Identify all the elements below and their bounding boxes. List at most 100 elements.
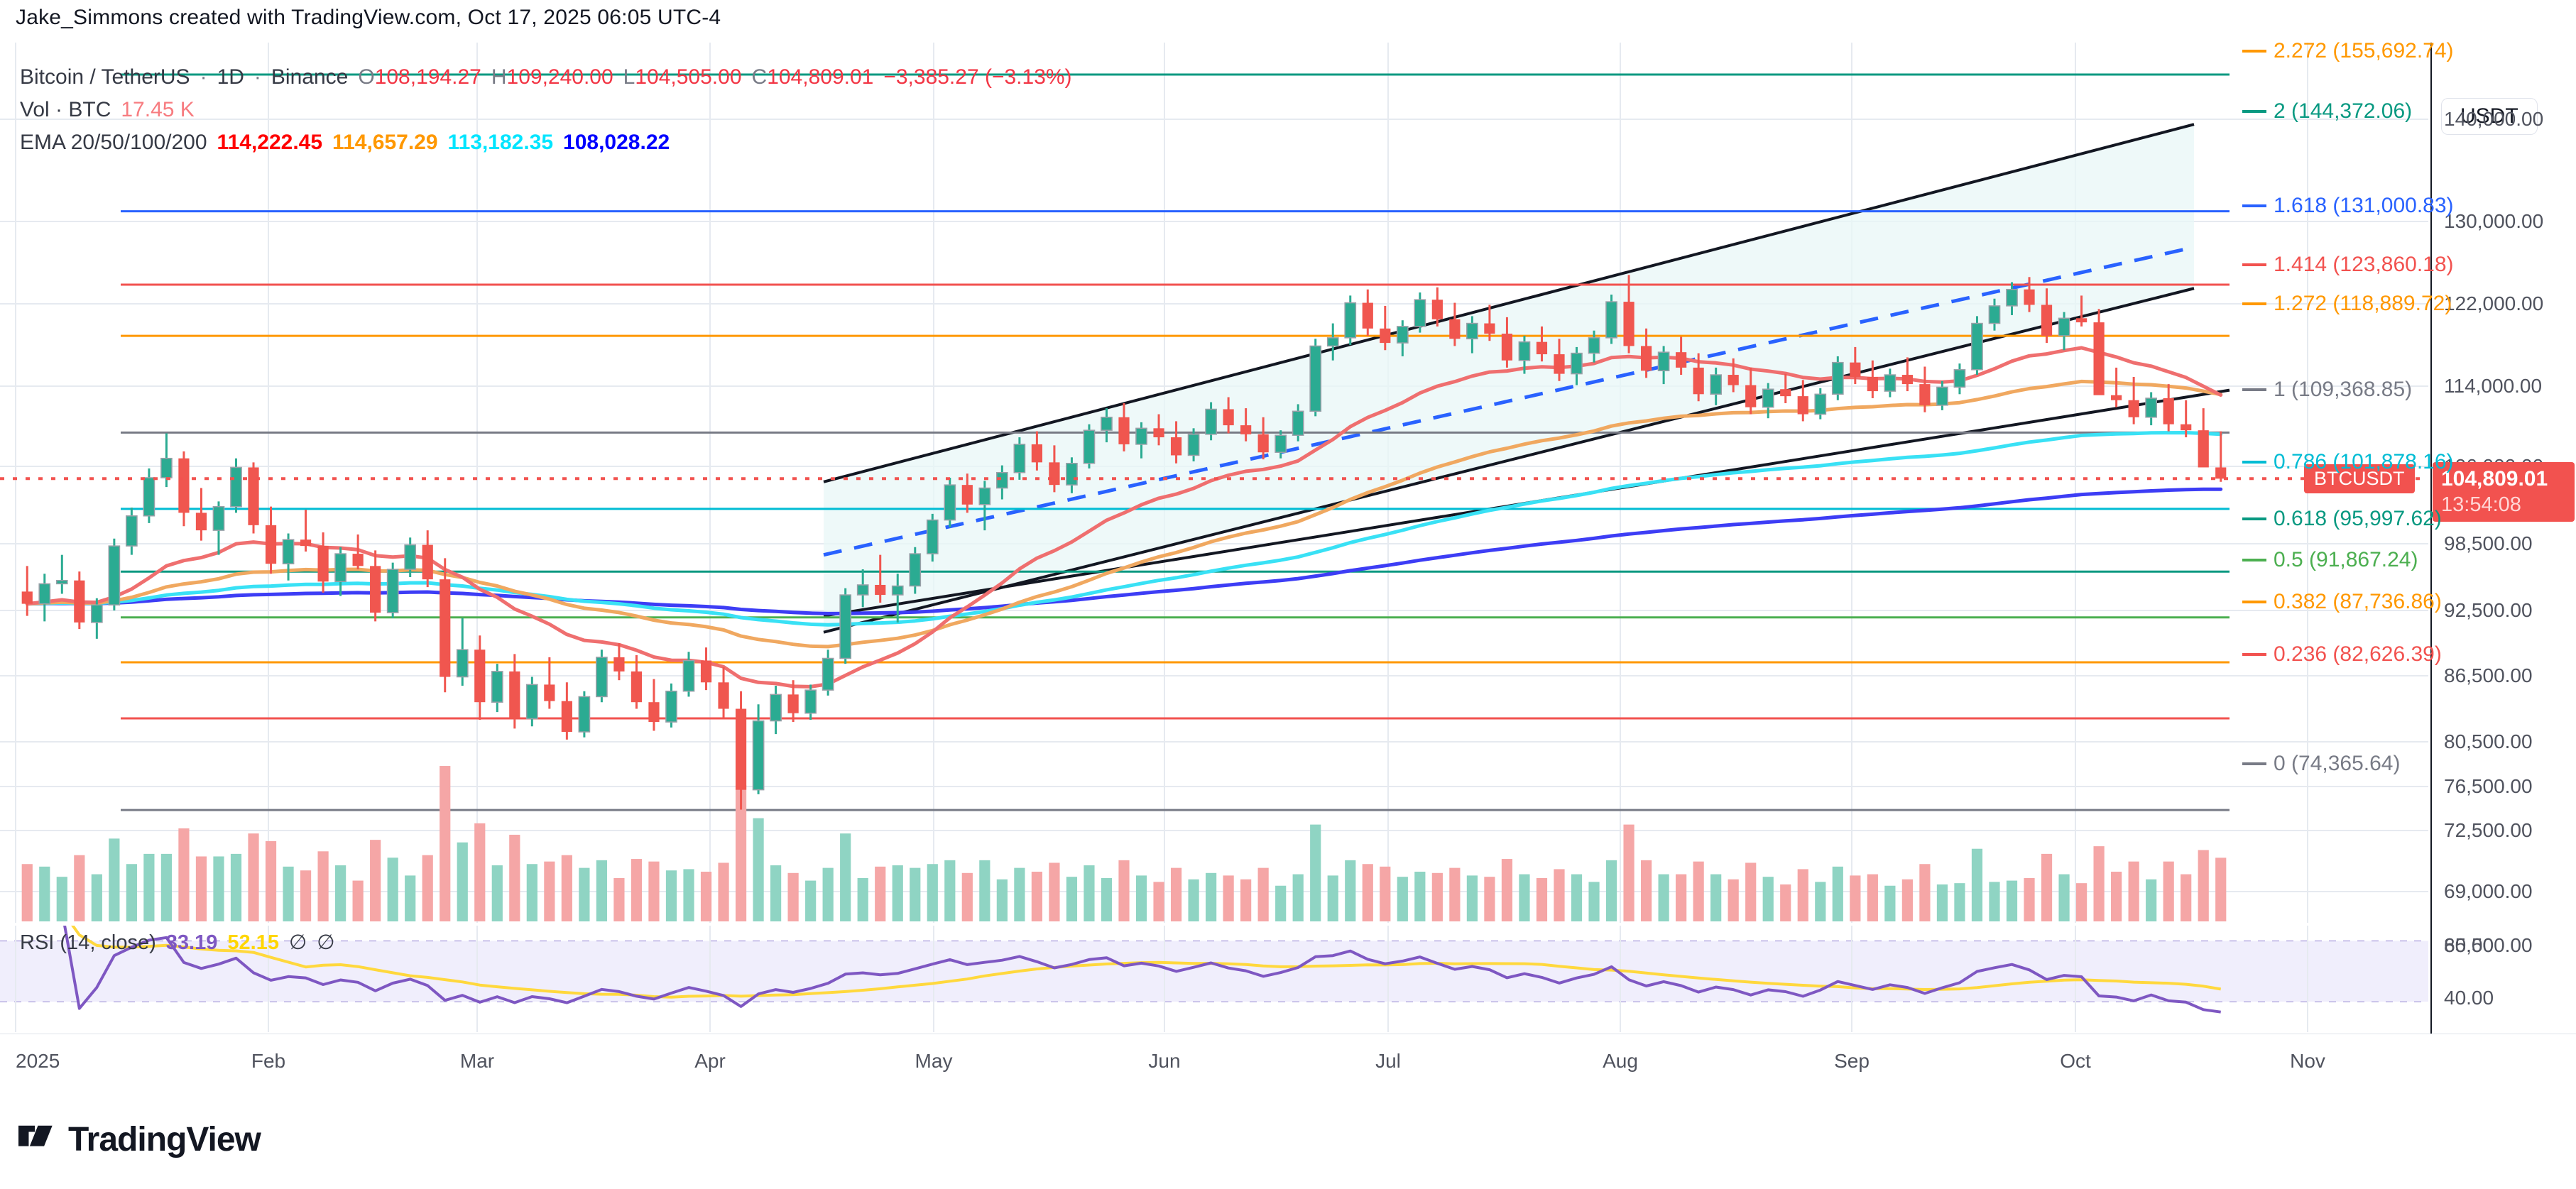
price-axis-label: 80,500.00 [2444, 730, 2533, 752]
fibonacci-labels: 2.272 (155,692.74) 2 (144,372.06) 1.618 (1… [2230, 39, 2454, 923]
ohlc-low: L104,505.00 [623, 65, 742, 89]
fibonacci-level-marker [2242, 601, 2266, 603]
interval-label[interactable]: 1D [217, 65, 244, 89]
time-axis[interactable]: 2025 Feb Mar Apr May Jun Jul Aug Sep Oct Nov [0, 1034, 2576, 1083]
rsi-chart-pane[interactable] [0, 926, 2428, 1032]
fibonacci-level-label: 0.786 (101,878.16) [2274, 450, 2454, 473]
price-axis-label: 65,500.00 [2444, 934, 2533, 956]
legend-separator-2: · [253, 65, 261, 89]
axis-separator [2430, 43, 2432, 1034]
ema200-value: 108,028.22 [563, 131, 670, 154]
fibonacci-level-label: 1.272 (118,889.72) [2274, 292, 2452, 315]
price-axis-label: 69,000.00 [2444, 880, 2533, 902]
fibonacci-level-marker [2242, 653, 2266, 656]
currency-chip[interactable]: USDT [2441, 98, 2538, 135]
ohlc-high: H109,240.00 [491, 65, 613, 89]
fibonacci-level-label: 2.272 (155,692.74) [2274, 39, 2454, 62]
ohlc-high-value: 109,240.00 [506, 65, 613, 89]
ema50-value: 114,657.29 [332, 131, 438, 154]
price-axis-label: 122,000.00 [2444, 292, 2544, 314]
price-axis-label: 92,500.00 [2444, 599, 2533, 621]
fibonacci-level-label: 0 (74,365.64) [2274, 752, 2401, 775]
tradingview-mark-icon [18, 1125, 53, 1146]
time-axis-label: Jun [1148, 1050, 1181, 1072]
ohlc-close: C104,809.01 [751, 65, 874, 89]
legend-row-rsi[interactable]: RSI (14, close) 33.19 52.15 ∅ ∅ [20, 928, 334, 957]
rsi-plot [0, 926, 2428, 1032]
rsi-empty-icon-2: ∅ [317, 931, 335, 954]
time-axis-label: Feb [251, 1050, 286, 1072]
symbol-name[interactable]: Bitcoin / TetherUS [20, 65, 190, 89]
time-axis-label: Oct [2060, 1050, 2091, 1072]
ohlc-open: O108,194.27 [358, 65, 481, 89]
legend-separator-1: · [200, 65, 207, 89]
chart-legend: Bitcoin / TetherUS · 1D · Binance O108,1… [20, 61, 1072, 159]
legend-row-ema[interactable]: EMA 20/50/100/200 114,222.45 114,657.29 … [20, 126, 1072, 159]
price-axis-label: 140,000.00 [2444, 108, 2544, 130]
current-price-value: 104,809.01 [2441, 467, 2548, 491]
volume-value: 17.45 K [121, 98, 195, 121]
rsi-axis-label: 40.00 [2444, 987, 2494, 1009]
fibonacci-level-label: 2 (144,372.06) [2274, 99, 2413, 123]
price-axis-label: 86,500.00 [2444, 664, 2533, 686]
fibonacci-level-label: 0.236 (82,626.39) [2274, 642, 2442, 666]
rsi-empty-icon-1: ∅ [288, 931, 307, 954]
price-axis-label: 130,000.00 [2444, 210, 2544, 232]
price-axis-label: 114,000.00 [2444, 375, 2543, 397]
rsi-label: RSI (14, close) [20, 931, 156, 954]
price-axis-label: 72,500.00 [2444, 819, 2533, 841]
rsi-axis-label: 80.00 [2444, 934, 2494, 956]
countdown-timer: 13:54:08 [2441, 493, 2521, 516]
time-axis-label: May [915, 1050, 953, 1072]
fibonacci-level-label: 0.382 (87,736.86) [2274, 590, 2442, 613]
fibonacci-level-label: 1.618 (131,000.83) [2274, 194, 2454, 217]
fibonacci-level-marker [2242, 461, 2266, 464]
ema100-value: 113,182.35 [447, 131, 554, 154]
time-axis-label: Mar [459, 1050, 495, 1072]
fibonacci-level-label: 1 (109,368.85) [2274, 378, 2413, 401]
time-axis-label: Sep [1834, 1050, 1870, 1072]
ohlc-open-value: 108,194.27 [374, 65, 481, 89]
attribution-text: Jake_Simmons created with TradingView.co… [16, 6, 721, 29]
price-axis-label: 98,500.00 [2444, 532, 2533, 554]
rsi-legend: RSI (14, close) 33.19 52.15 ∅ ∅ [20, 928, 334, 957]
time-axis-label: Jul [1375, 1050, 1401, 1072]
price-chart-pane[interactable] [0, 43, 2428, 923]
exchange-label[interactable]: Binance [271, 65, 349, 89]
ema20-value: 114,222.45 [217, 131, 323, 154]
rsi-axis[interactable]: 80.00 40.00 [2431, 926, 2576, 1032]
current-price-tag: 104,809.01 13:54:08 [2433, 462, 2575, 522]
tradingview-logo: TradingView [18, 1120, 261, 1159]
time-axis-label: 2025 [16, 1050, 60, 1072]
fibonacci-level-marker [2242, 50, 2266, 53]
legend-row-volume[interactable]: Vol · BTC 17.45 K [20, 94, 1072, 126]
fibonacci-level-marker [2242, 388, 2266, 391]
time-axis-label: Nov [2290, 1050, 2325, 1072]
ohlc-change: −3,385.27 (−3.13%) [883, 65, 1072, 89]
price-plot [0, 43, 2428, 923]
time-axis-label: Aug [1603, 1050, 1638, 1072]
fibonacci-level-marker [2242, 204, 2266, 207]
legend-row-symbol[interactable]: Bitcoin / TetherUS · 1D · Binance O108,1… [20, 61, 1072, 94]
fibonacci-level-label: 1.414 (123,860.18) [2274, 253, 2454, 276]
volume-label: Vol · BTC [20, 98, 111, 121]
ohlc-low-value: 104,505.00 [635, 65, 742, 89]
fibonacci-level-label: 0.5 (91,867.24) [2274, 548, 2418, 571]
symbol-price-tag: BTCUSDT [2304, 464, 2415, 493]
fibonacci-level-label: 0.618 (95,997.62) [2274, 507, 2442, 530]
rsi-value: 33.19 [165, 931, 218, 954]
time-axis-label: Apr [694, 1050, 726, 1072]
fibonacci-level-marker [2242, 302, 2266, 305]
fibonacci-level-marker [2242, 762, 2266, 765]
price-axis[interactable]: USDT 140,000.00 130,000.00 122,000.00 114,0… [2431, 43, 2576, 956]
rsi-signal-value: 52.15 [227, 931, 279, 954]
ohlc-close-value: 104,809.01 [767, 65, 874, 89]
ema-label: EMA 20/50/100/200 [20, 131, 207, 154]
tradingview-wordmark: TradingView [68, 1121, 261, 1158]
fibonacci-level-marker [2242, 110, 2266, 113]
fibonacci-level-marker [2242, 263, 2266, 266]
fibonacci-level-marker [2242, 559, 2266, 561]
fibonacci-level-marker [2242, 517, 2266, 520]
price-axis-label: 76,500.00 [2444, 775, 2533, 797]
